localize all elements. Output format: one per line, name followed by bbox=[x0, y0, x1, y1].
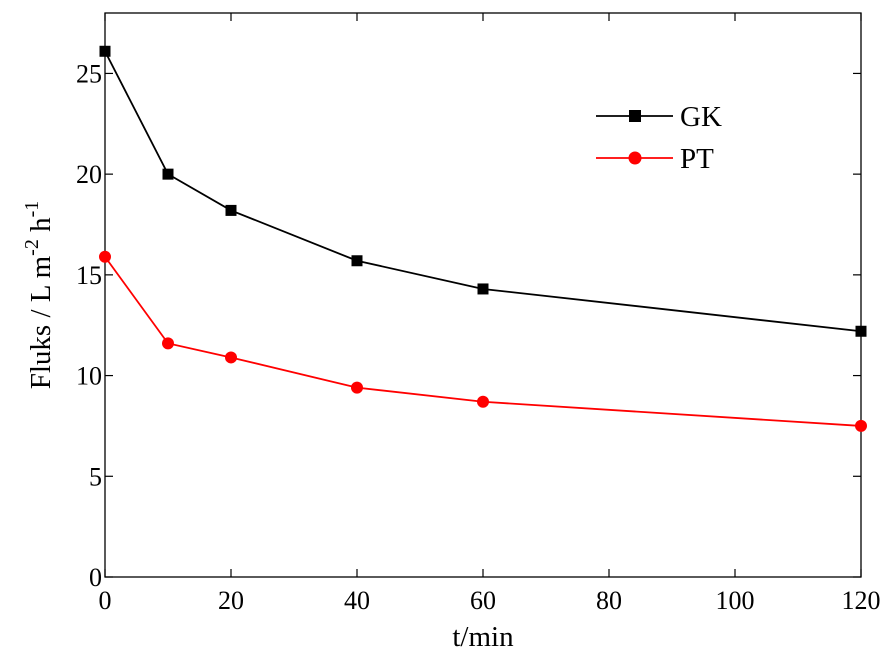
legend-marker bbox=[628, 151, 642, 165]
x-axis: 0 20 40 60 80 100 120 bbox=[99, 13, 881, 615]
data-point bbox=[225, 351, 237, 364]
x-tick-label: 100 bbox=[716, 586, 755, 615]
series-pt bbox=[99, 250, 867, 432]
legend: GK PT bbox=[596, 101, 722, 175]
x-tick-label: 80 bbox=[596, 586, 622, 615]
plot-frame bbox=[104, 12, 862, 578]
legend-marker bbox=[629, 110, 641, 122]
x-tick-label: 60 bbox=[470, 586, 496, 615]
y-tick-label: 15 bbox=[76, 261, 102, 290]
legend-label: GK bbox=[680, 101, 722, 133]
legend-item: PT bbox=[596, 143, 714, 175]
y-tick-label: 0 bbox=[89, 563, 102, 592]
data-point bbox=[99, 250, 111, 263]
y-tick-label: 10 bbox=[76, 362, 102, 391]
series-layer bbox=[99, 45, 867, 432]
y-axis-title: Fluks / L m-2 h-1 bbox=[21, 201, 57, 390]
data-point bbox=[162, 168, 174, 180]
data-point bbox=[225, 204, 237, 216]
data-point bbox=[351, 381, 363, 394]
data-point bbox=[99, 45, 111, 57]
x-axis-title: t/min bbox=[452, 621, 514, 653]
legend-label: PT bbox=[680, 143, 714, 175]
x-tick-label: 20 bbox=[218, 586, 244, 615]
data-point bbox=[855, 419, 867, 432]
y-tick-label: 20 bbox=[76, 160, 102, 189]
series-line bbox=[104, 256, 862, 427]
data-point bbox=[855, 325, 867, 337]
x-tick-label: 40 bbox=[344, 586, 370, 615]
x-tick-label: 120 bbox=[842, 586, 881, 615]
data-point bbox=[477, 395, 489, 408]
series-gk bbox=[99, 45, 867, 337]
y-tick-label: 5 bbox=[89, 462, 102, 491]
legend-item: GK bbox=[596, 101, 722, 133]
y-tick-label: 25 bbox=[76, 59, 102, 88]
data-point bbox=[351, 255, 363, 267]
data-point bbox=[162, 337, 174, 350]
x-tick-label: 0 bbox=[99, 586, 112, 615]
data-point bbox=[477, 283, 489, 295]
y-axis: 0 5 10 15 20 25 bbox=[76, 59, 861, 592]
series-line bbox=[104, 50, 862, 333]
